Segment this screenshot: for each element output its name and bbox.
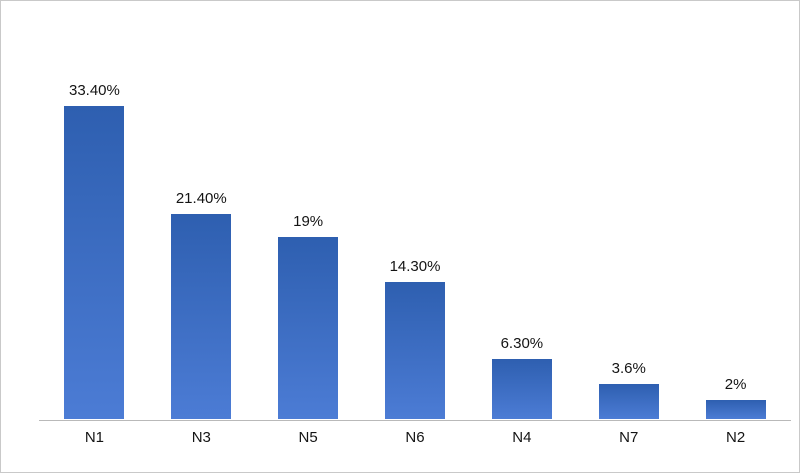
bar-group: 33.40%	[41, 83, 148, 419]
plot-area: 33.40% 21.40% 19% 14.30% 6.30% 3.6% 2%	[41, 83, 789, 419]
category-label: N2	[725, 429, 746, 446]
category-label: N4	[512, 429, 532, 446]
value-label: 6.30%	[500, 334, 544, 352]
bar	[171, 213, 232, 419]
bar	[385, 281, 445, 419]
value-label: 21.40%	[175, 189, 227, 207]
bar-group: 14.30%	[362, 83, 469, 419]
bar-group: 3.6%	[575, 83, 682, 419]
category-label: N7	[619, 429, 639, 446]
x-axis-labels: N1 N3 N5 N6 N4 N7 N2	[41, 430, 789, 445]
bar	[64, 106, 125, 419]
value-label: 3.6%	[611, 360, 646, 378]
category-label: N5	[298, 429, 318, 446]
bar	[278, 236, 339, 419]
value-label: 2%	[724, 375, 747, 393]
bar-group: 6.30%	[468, 83, 575, 419]
bar	[705, 399, 766, 419]
bar-group: 21.40%	[148, 83, 255, 419]
x-axis-line	[39, 420, 791, 421]
bar-group: 2%	[682, 83, 789, 419]
value-label: 14.30%	[389, 257, 441, 275]
category-label: N1	[84, 429, 105, 446]
category-label: N6	[405, 429, 425, 446]
bars: 33.40% 21.40% 19% 14.30% 6.30% 3.6% 2%	[41, 83, 789, 419]
value-label: 33.40%	[68, 82, 120, 99]
category-label: N3	[191, 429, 211, 446]
value-label: 19%	[293, 212, 324, 230]
bar	[491, 358, 552, 419]
bar	[598, 384, 659, 419]
bar-group: 19%	[255, 83, 362, 419]
